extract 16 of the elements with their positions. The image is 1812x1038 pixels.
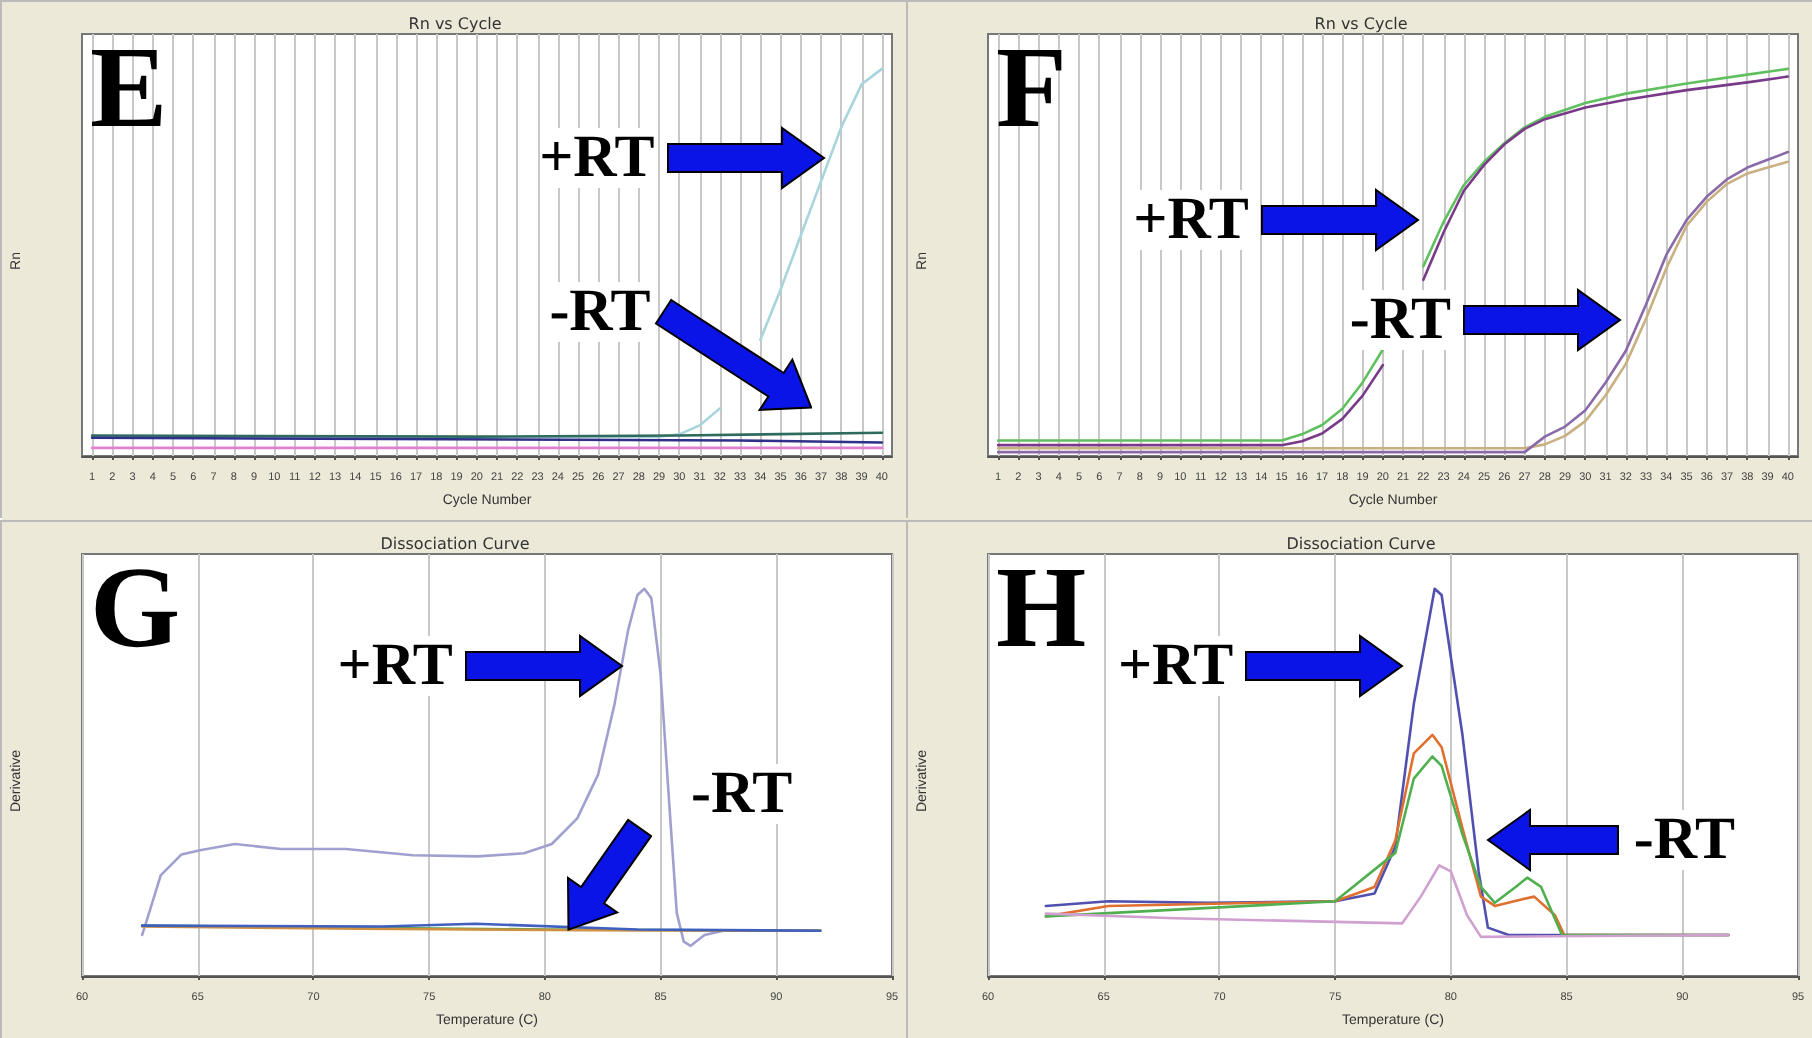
chart-title: Rn vs Cycle — [1314, 15, 1408, 33]
annotation: +RT — [1117, 632, 1234, 699]
annotation: E — [90, 22, 168, 152]
annotation: -RT — [1349, 286, 1452, 353]
annotation: -RT — [691, 760, 793, 826]
annotation: G — [90, 542, 181, 672]
chart-title: Rn vs Cycle — [408, 15, 502, 33]
annotation: +RT — [337, 632, 453, 699]
annotation: F — [996, 22, 1067, 152]
annotation: +RT — [539, 124, 655, 191]
annotation: -RT — [549, 278, 651, 345]
chart-title: Dissociation Curve — [380, 535, 530, 553]
annotation: -RT — [1633, 806, 1735, 873]
annotation: H — [996, 542, 1087, 672]
annotation: +RT — [1133, 185, 1249, 252]
chart-title: Dissociation Curve — [1286, 535, 1436, 553]
